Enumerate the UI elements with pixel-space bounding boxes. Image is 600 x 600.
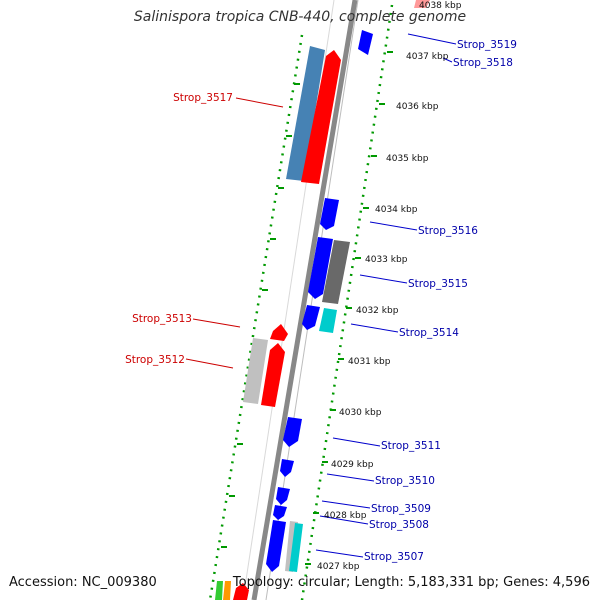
tick-label: 4035 kbp: [386, 154, 429, 164]
gene-label: Strop_3517: [173, 92, 233, 104]
gene-label: Strop_3508: [369, 519, 429, 531]
topology-text: Topology: circular; Length: 5,183,331 bp…: [232, 575, 590, 590]
gene-label: Strop_3516: [418, 225, 478, 237]
cds-orange-block: [223, 581, 231, 600]
cds-forward-arrow: [302, 305, 320, 330]
gene-labels: Strop_3519 Strop_3518 Strop_3517 Strop_3…: [125, 39, 517, 563]
cds-cyan-arrow: [319, 308, 337, 333]
cds-forward-arrow: [283, 417, 302, 447]
gene-label: Strop_3514: [399, 327, 459, 339]
tick-label: 4038 kbp: [419, 1, 462, 11]
cds-forward-arrow: [358, 30, 373, 55]
tick-label: 4037 kbp: [406, 52, 449, 62]
gene-label: Strop_3519: [457, 39, 517, 51]
cds-reverse-arrow: [301, 50, 341, 184]
gene-label: Strop_3509: [371, 503, 431, 515]
tick-label: 4036 kbp: [396, 102, 439, 112]
cds-forward-arrow: [273, 505, 287, 520]
cds-forward-arrow: [280, 459, 294, 477]
cds-reverse-arrow: [233, 583, 249, 600]
cds-forward-arrow: [266, 520, 286, 572]
gc-content-block: [243, 338, 268, 404]
accession-text: Accession: NC_009380: [9, 575, 157, 590]
gene-label: Strop_3518: [453, 57, 513, 69]
tick-label: 4034 kbp: [375, 205, 418, 215]
tick-labels: 4038 kbp 4037 kbp 4036 kbp 4035 kbp 4034…: [317, 1, 462, 572]
gene-label: Strop_3507: [364, 551, 424, 563]
tick-label: 4030 kbp: [339, 408, 382, 418]
outer-major-ticks: [305, 51, 393, 565]
label-leader-lines: [185, 33, 457, 558]
tick-label: 4033 kbp: [365, 255, 408, 265]
cds-reverse-arrow: [270, 324, 288, 341]
gene-label: Strop_3512: [125, 354, 185, 366]
gc-content-block: [286, 46, 325, 181]
cds-forward-arrow: [276, 487, 290, 505]
genome-title: Salinispora tropica CNB-440, complete ge…: [133, 9, 467, 25]
tick-label: 4031 kbp: [348, 357, 391, 367]
tick-label: 4029 kbp: [331, 460, 374, 470]
tick-label: 4027 kbp: [317, 562, 360, 572]
cds-cyan-arrow: [289, 523, 303, 572]
gene-label: Strop_3513: [132, 313, 192, 325]
tick-label: 4032 kbp: [356, 306, 399, 316]
cds-forward-arrow: [320, 198, 339, 230]
tick-label: 4028 kbp: [324, 511, 367, 521]
cds-reverse-arrow: [261, 343, 285, 407]
inner-major-ticks: [221, 83, 300, 548]
gene-label: Strop_3510: [375, 475, 435, 487]
cds-forward-arrow: [308, 237, 333, 299]
gc-content-block: [322, 240, 350, 304]
backbone-line: [251, 0, 358, 600]
cds-reverse-arrow: [414, 0, 430, 8]
gene-label: Strop_3511: [381, 440, 441, 452]
cds-green-block: [215, 581, 223, 600]
gene-label: Strop_3515: [408, 278, 468, 290]
